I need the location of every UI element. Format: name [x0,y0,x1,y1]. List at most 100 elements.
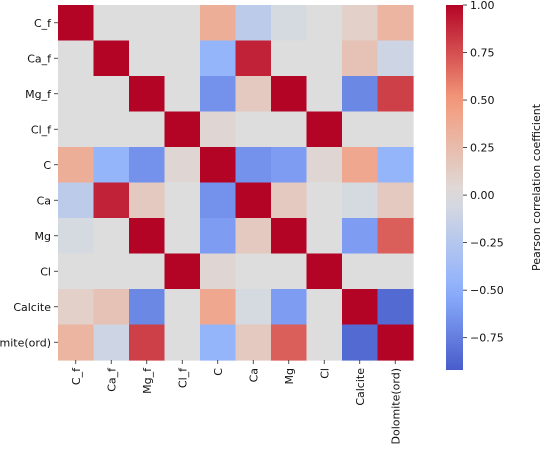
heatmap-cell [200,76,237,113]
heatmap-cell [58,253,95,290]
column-label: C [212,368,225,376]
heatmap-cell [235,218,272,255]
heatmap-cell [129,147,166,184]
heatmap-cell [200,182,237,219]
heatmap-cell [200,40,237,77]
heatmap-cell [58,5,95,42]
heatmap-cell [164,253,201,290]
heatmap-cell [164,40,201,77]
column-label: C_f [70,367,83,385]
heatmap-cell [342,218,379,255]
heatmap-cell [129,40,166,77]
heatmap-cell [271,147,308,184]
row-label: C_f [34,17,52,30]
row-label: Dolomite(ord) [0,336,51,349]
colorbar-tick-label: 0.25 [470,142,495,155]
heatmap-cell [93,76,130,113]
heatmap-cell [164,289,201,326]
heatmap-cell [58,289,95,326]
heatmap-cell [200,324,237,361]
column-label: Dolomite(ord) [389,368,402,444]
heatmap-cell [306,289,343,326]
heatmap-cell [342,5,379,42]
column-label: Cl_f [176,367,189,388]
heatmap-cell [200,218,237,255]
heatmap-cell [164,111,201,148]
colorbar-tick-label: −0.50 [470,284,504,297]
heatmap-cell [164,182,201,219]
colorbar-tick-label: 0.50 [470,94,495,107]
heatmap-cell [93,218,130,255]
row-label: Mg [35,230,51,243]
heatmap-cell [129,111,166,148]
heatmap-cell [271,40,308,77]
heatmap-cell [306,111,343,148]
heatmap-cell [271,218,308,255]
heatmap-cell [342,40,379,77]
heatmap-cell [93,289,130,326]
heatmap-cell [271,324,308,361]
heatmap-cell [58,182,95,219]
colorbar-tick-label: −0.75 [470,332,504,345]
heatmap-cell [377,76,414,113]
heatmap-cell [377,289,414,326]
heatmap-cell [93,40,130,77]
heatmap-cell [342,76,379,113]
heatmap-cell [129,218,166,255]
heatmap-cell [200,253,237,290]
heatmap-cell [129,253,166,290]
column-label: Ca [247,368,260,382]
row-label: C [43,159,51,172]
heatmap-cell [93,253,130,290]
heatmap-cell [164,5,201,42]
heatmap-cell [235,253,272,290]
column-label: Mg [283,368,296,384]
heatmap-cell [306,324,343,361]
heatmap-cell [377,111,414,148]
heatmap-cell [58,324,95,361]
colorbar-ticks: 1.00 0.75 0.50 0.25 0.00 −0.25 −0.50 −0.75 [463,0,504,345]
row-label: Ca_f [27,52,52,65]
heatmap-cell [306,5,343,42]
heatmap-cell [235,40,272,77]
heatmap-cell [58,218,95,255]
colorbar-tick-label: 0.75 [470,47,495,60]
colorbar-tick-label: 0.00 [470,189,495,202]
heatmap-cell [377,5,414,42]
heatmap-cell [342,289,379,326]
heatmap-cell [377,147,414,184]
heatmap-cell [235,182,272,219]
heatmap-cell [377,40,414,77]
row-label: Ca [37,194,51,207]
column-label: Ca_f [105,367,118,392]
heatmap-cell [200,111,237,148]
heatmap-cell [271,5,308,42]
heatmap-cell [58,40,95,77]
heatmap-cell [271,76,308,113]
colorbar-tick-label: 1.00 [470,0,495,12]
heatmap-cell [58,147,95,184]
heatmap-cell [129,324,166,361]
heatmap-cell [129,5,166,42]
heatmap-cell [93,182,130,219]
heatmap-cell [93,5,130,42]
heatmap-cell [93,147,130,184]
heatmap-cell [342,182,379,219]
heatmap-cell [164,76,201,113]
colorbar-gradient [446,5,463,370]
row-label: Mg_f [25,88,52,101]
heatmap-cell [306,40,343,77]
row-label: Cl [40,265,51,278]
heatmap-cell [164,218,201,255]
column-label: Mg_f [141,367,154,394]
heatmap-cell [164,324,201,361]
heatmap-cell [271,111,308,148]
heatmap-cell [200,147,237,184]
heatmap-cell [200,289,237,326]
heatmap-cell [306,182,343,219]
column-labels: C_f Ca_f Mg_f Cl_f C Ca Mg Cl Calcite Dolomite(or… [70,360,402,444]
heatmap-cell [342,324,379,361]
colorbar: 1.00 0.75 0.50 0.25 0.00 −0.25 −0.50 −0.75 Pear… [446,0,543,370]
heatmap-cell [235,147,272,184]
heatmap-cell [164,147,201,184]
